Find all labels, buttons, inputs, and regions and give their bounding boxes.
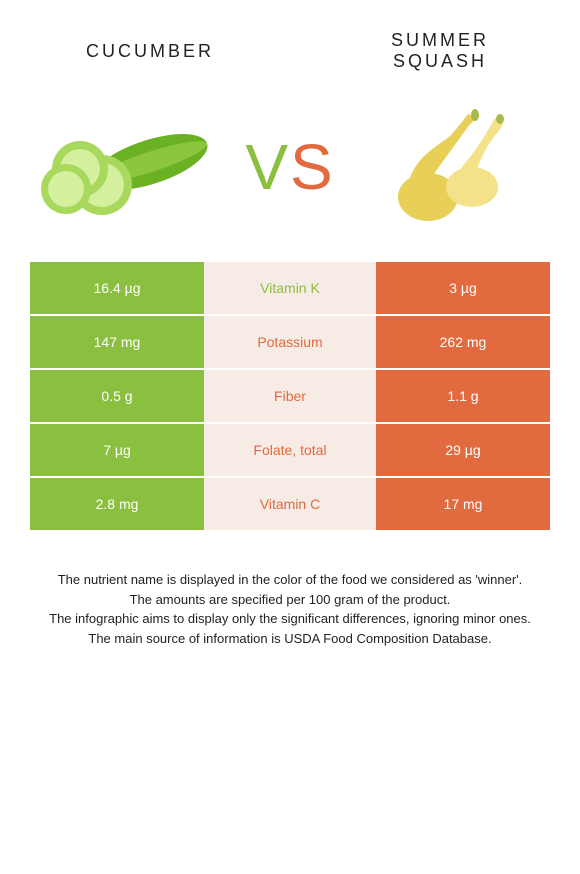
vs-label: VS <box>245 130 334 204</box>
squash-image <box>370 102 540 232</box>
right-value: 262 mg <box>376 316 550 368</box>
nutrient-table: 16.4 µgVitamin K3 µg147 mgPotassium262 m… <box>30 262 550 530</box>
table-row: 2.8 mgVitamin C17 mg <box>30 478 550 530</box>
vs-v: V <box>245 131 290 203</box>
footer-line-2: The amounts are specified per 100 gram o… <box>30 590 550 610</box>
nutrient-name: Potassium <box>204 316 376 368</box>
footer-line-3: The infographic aims to display only the… <box>30 609 550 629</box>
left-value: 0.5 g <box>30 370 204 422</box>
cucumber-image <box>40 102 210 232</box>
header: Cucumber Summer Squash <box>0 0 580 82</box>
food-title-left: Cucumber <box>50 41 250 62</box>
table-row: 0.5 gFiber1.1 g <box>30 370 550 422</box>
vs-s: S <box>290 131 335 203</box>
right-value: 17 mg <box>376 478 550 530</box>
left-value: 147 mg <box>30 316 204 368</box>
left-value: 2.8 mg <box>30 478 204 530</box>
images-row: VS <box>0 82 580 262</box>
table-row: 147 mgPotassium262 mg <box>30 316 550 368</box>
footer-notes: The nutrient name is displayed in the co… <box>30 570 550 648</box>
nutrient-name: Fiber <box>204 370 376 422</box>
right-value: 3 µg <box>376 262 550 314</box>
nutrient-name: Vitamin C <box>204 478 376 530</box>
footer-line-4: The main source of information is USDA F… <box>30 629 550 649</box>
food-title-right: Summer Squash <box>350 30 530 72</box>
nutrient-name: Vitamin K <box>204 262 376 314</box>
table-row: 16.4 µgVitamin K3 µg <box>30 262 550 314</box>
table-row: 7 µgFolate, total29 µg <box>30 424 550 476</box>
footer-line-1: The nutrient name is displayed in the co… <box>30 570 550 590</box>
nutrient-name: Folate, total <box>204 424 376 476</box>
left-value: 7 µg <box>30 424 204 476</box>
right-value: 1.1 g <box>376 370 550 422</box>
right-value: 29 µg <box>376 424 550 476</box>
left-value: 16.4 µg <box>30 262 204 314</box>
